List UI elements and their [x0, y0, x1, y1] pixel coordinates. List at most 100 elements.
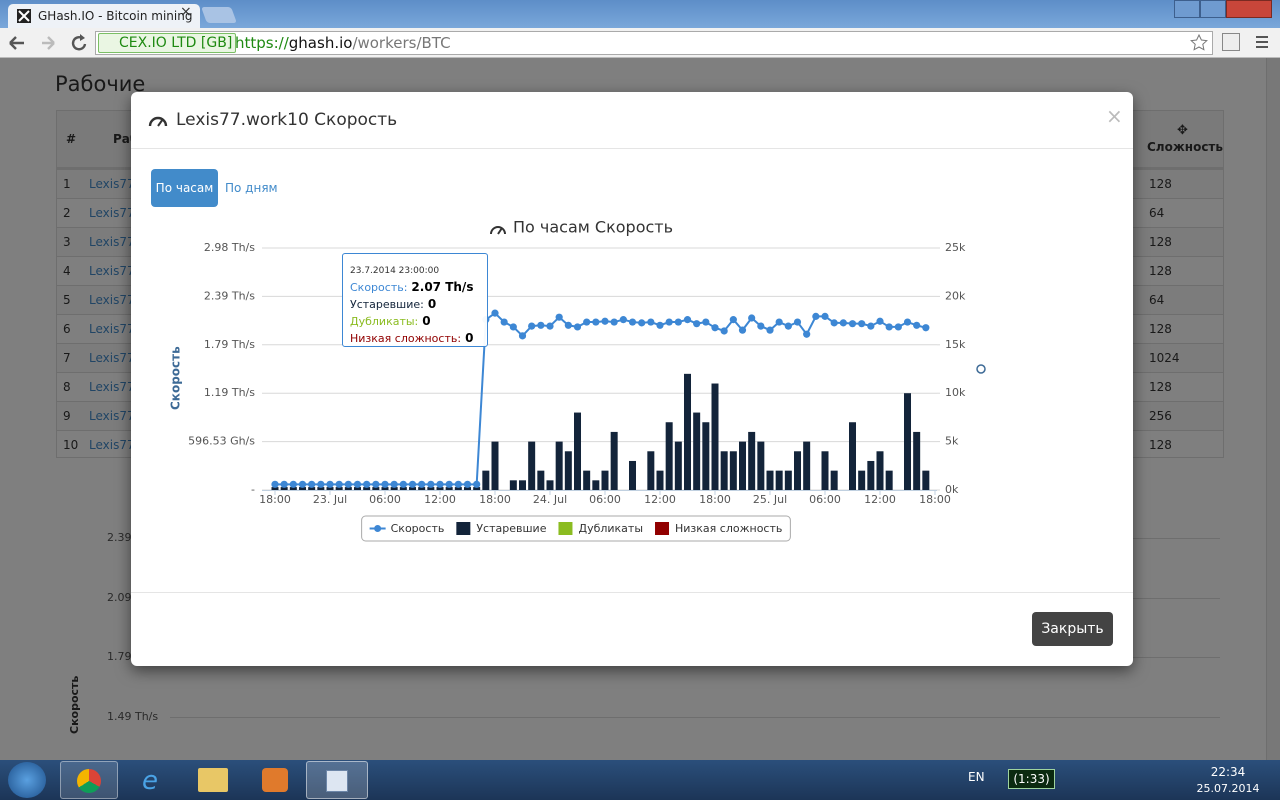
bar	[436, 487, 444, 490]
tab-close[interactable]: ×	[180, 4, 192, 20]
bar	[674, 441, 682, 490]
browser-tab[interactable]: GHash.IO - Bitcoin mining	[8, 4, 200, 28]
y-axis-title-group: Скорость	[169, 346, 183, 410]
language-indicator[interactable]: EN	[968, 770, 985, 784]
bar	[454, 487, 462, 490]
x-tick-label: 24. Jul	[533, 493, 567, 506]
point	[335, 480, 343, 488]
modal-footer-divider	[131, 592, 1133, 593]
minimize-button[interactable]	[1174, 0, 1200, 18]
tooltip-label: Скорость:	[350, 281, 408, 294]
bar	[509, 480, 517, 490]
nav-buttons[interactable]	[6, 33, 91, 53]
bar	[592, 480, 600, 490]
taskbar-chrome[interactable]	[60, 761, 118, 799]
legend: Скорость Устаревшие Дубликаты Низкая сложно…	[369, 522, 782, 535]
tooltip-label: Низкая сложность:	[350, 332, 462, 345]
legend-label[interactable]: Скорость	[391, 522, 445, 535]
bar	[418, 487, 426, 490]
bar	[922, 470, 930, 490]
point	[573, 323, 582, 331]
x-tick-label: 06:00	[809, 493, 841, 506]
modal-divider	[131, 148, 1133, 149]
point	[372, 480, 380, 488]
taskbar-ie[interactable]: e	[142, 766, 158, 796]
bar	[693, 412, 701, 490]
bar	[766, 470, 774, 490]
bar	[784, 470, 792, 490]
x-tick-label: 23. Jul	[313, 493, 347, 506]
y-tick-label: -	[251, 483, 255, 496]
y-tick-label: 2.39 Th/s	[204, 289, 255, 302]
point	[876, 317, 884, 325]
tab-button-active[interactable]: По часам	[151, 169, 218, 207]
bar	[271, 487, 279, 490]
tab-link[interactable]: По дням	[225, 181, 278, 195]
y-tick-label: 1.19 Th/s	[204, 386, 255, 399]
point	[757, 322, 765, 330]
taskbar-media[interactable]	[262, 768, 288, 792]
x-tick-label: 25. Jul	[753, 493, 787, 506]
y2-tick-label: 20k	[945, 289, 966, 302]
bar	[665, 422, 673, 490]
point	[399, 480, 407, 488]
point	[555, 313, 563, 321]
close-window-button[interactable]	[1226, 0, 1272, 18]
taskbar-explorer[interactable]	[198, 768, 228, 792]
legend-label[interactable]: Низкая сложность	[675, 522, 782, 535]
extension-icon[interactable]	[1222, 33, 1240, 51]
x-tick-label: 12:00	[864, 493, 896, 506]
bar	[482, 470, 490, 490]
bar	[546, 480, 554, 490]
modal-close[interactable]: ×	[1106, 104, 1123, 128]
bar	[656, 470, 664, 490]
bar	[326, 487, 334, 490]
menu-button[interactable]	[1254, 34, 1270, 50]
start-button[interactable]	[8, 762, 46, 798]
point	[436, 480, 444, 488]
y-tick-label: 1.79 Th/s	[204, 338, 255, 351]
legend-label[interactable]: Дубликаты	[578, 522, 643, 535]
maximize-button[interactable]	[1200, 0, 1226, 18]
point	[427, 480, 435, 488]
legend-label[interactable]: Устаревшие	[476, 522, 546, 535]
bar	[739, 441, 747, 490]
point	[344, 480, 352, 488]
taskbar: e EN (1:33) 22:34 25.07.2014	[0, 760, 1280, 800]
tooltip-row: Устаревшие: 0	[350, 296, 480, 313]
bookmark-star[interactable]	[1190, 34, 1208, 52]
clock-time[interactable]: 22:34	[1210, 765, 1246, 779]
bar	[849, 422, 857, 490]
battery-indicator[interactable]: (1:33)	[1008, 769, 1055, 789]
x-tick-label: 12:00	[644, 493, 676, 506]
bar	[289, 487, 297, 490]
bar	[748, 431, 756, 490]
point	[289, 480, 297, 488]
new-tab[interactable]	[201, 7, 237, 23]
point	[583, 318, 591, 326]
bar	[280, 487, 288, 490]
modal-title: Lexis77.work10 Скорость	[176, 110, 398, 130]
point	[848, 320, 857, 328]
close-button[interactable]: Закрыть	[1032, 612, 1113, 646]
y2-tick-label: 15k	[945, 338, 966, 351]
point	[784, 322, 792, 330]
point	[665, 318, 673, 326]
bar	[610, 431, 618, 490]
point	[711, 324, 719, 332]
bar	[867, 460, 875, 490]
tooltip-row: Дубликаты: 0	[350, 313, 480, 330]
clock-date[interactable]: 25.07.2014	[1196, 782, 1260, 795]
bar	[390, 487, 398, 490]
point	[775, 318, 783, 326]
toolbar: CEX.IO LTD [GB] https://ghash.io/workers…	[0, 28, 1280, 58]
bar	[363, 487, 371, 490]
address-bar[interactable]: CEX.IO LTD [GB] https://ghash.io/workers…	[95, 31, 1213, 55]
bar	[555, 441, 563, 490]
legend-symbol	[456, 522, 471, 535]
taskbar-app[interactable]	[306, 761, 368, 799]
bar	[583, 470, 591, 490]
bar	[757, 441, 765, 490]
bar	[821, 451, 829, 490]
bar	[354, 487, 362, 490]
